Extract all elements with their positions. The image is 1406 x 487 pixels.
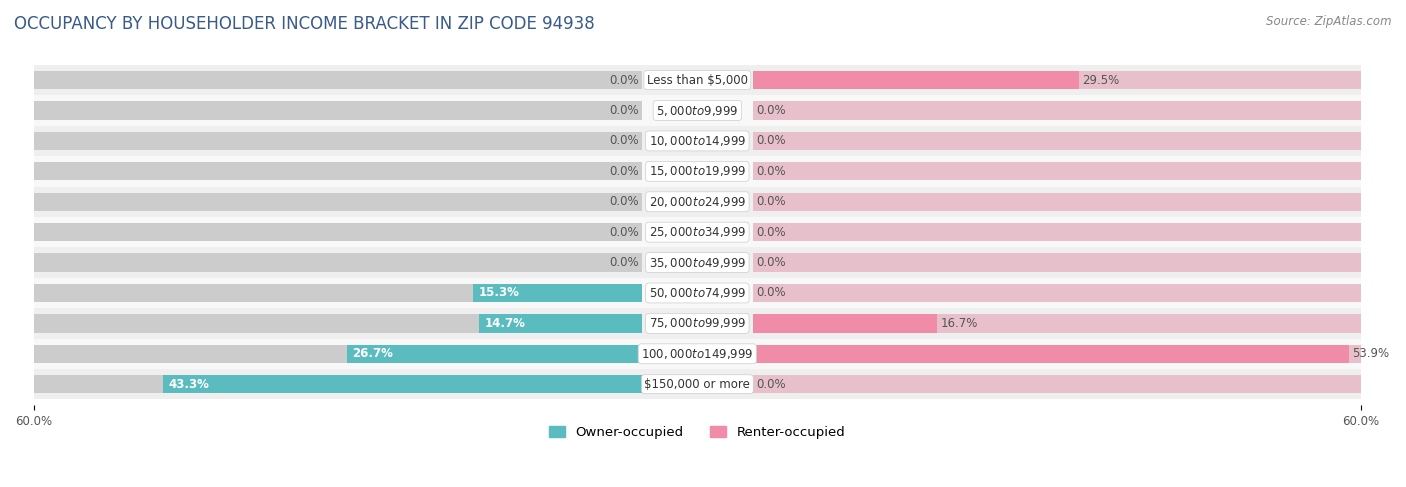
Text: $20,000 to $24,999: $20,000 to $24,999 xyxy=(648,195,747,209)
Text: 0.0%: 0.0% xyxy=(756,225,786,239)
Bar xyxy=(752,345,1361,363)
Text: 53.9%: 53.9% xyxy=(1353,347,1389,360)
Text: $150,000 or more: $150,000 or more xyxy=(644,378,751,391)
Bar xyxy=(34,223,643,241)
Bar xyxy=(34,314,643,333)
Text: 0.0%: 0.0% xyxy=(756,378,786,391)
Bar xyxy=(34,71,643,89)
Text: $35,000 to $49,999: $35,000 to $49,999 xyxy=(648,256,747,270)
Bar xyxy=(34,193,643,211)
Bar xyxy=(752,71,1078,89)
Text: $100,000 to $149,999: $100,000 to $149,999 xyxy=(641,347,754,361)
Text: 29.5%: 29.5% xyxy=(1083,74,1119,87)
Text: 0.0%: 0.0% xyxy=(609,74,638,87)
Bar xyxy=(752,375,1361,393)
Text: 0.0%: 0.0% xyxy=(756,195,786,208)
Bar xyxy=(752,345,1348,363)
Text: 0.0%: 0.0% xyxy=(756,286,786,300)
Bar xyxy=(752,223,1361,241)
Bar xyxy=(34,126,1361,156)
Bar xyxy=(34,162,643,181)
Bar xyxy=(34,247,1361,278)
Bar xyxy=(34,132,643,150)
Text: 0.0%: 0.0% xyxy=(756,134,786,148)
Bar xyxy=(752,314,938,333)
Text: 16.7%: 16.7% xyxy=(941,317,979,330)
Bar xyxy=(34,217,1361,247)
Bar xyxy=(752,132,1361,150)
Bar xyxy=(34,156,1361,187)
Bar xyxy=(752,284,1361,302)
Bar xyxy=(347,345,643,363)
Text: 0.0%: 0.0% xyxy=(756,104,786,117)
Bar xyxy=(163,375,643,393)
Text: OCCUPANCY BY HOUSEHOLDER INCOME BRACKET IN ZIP CODE 94938: OCCUPANCY BY HOUSEHOLDER INCOME BRACKET … xyxy=(14,15,595,33)
Bar xyxy=(479,314,643,333)
Bar xyxy=(752,71,1361,89)
Bar xyxy=(752,101,1361,120)
Bar xyxy=(34,369,1361,399)
Bar xyxy=(752,193,1361,211)
Text: 0.0%: 0.0% xyxy=(756,256,786,269)
Text: 0.0%: 0.0% xyxy=(609,104,638,117)
Text: 0.0%: 0.0% xyxy=(609,165,638,178)
Text: 14.7%: 14.7% xyxy=(485,317,526,330)
Text: 0.0%: 0.0% xyxy=(756,165,786,178)
Text: 0.0%: 0.0% xyxy=(609,195,638,208)
Text: $10,000 to $14,999: $10,000 to $14,999 xyxy=(648,134,747,148)
Text: 15.3%: 15.3% xyxy=(478,286,519,300)
Text: $75,000 to $99,999: $75,000 to $99,999 xyxy=(648,317,747,330)
Bar xyxy=(752,253,1361,272)
Text: Source: ZipAtlas.com: Source: ZipAtlas.com xyxy=(1267,15,1392,28)
Bar xyxy=(34,338,1361,369)
Text: 43.3%: 43.3% xyxy=(169,378,209,391)
Bar xyxy=(34,308,1361,338)
Bar xyxy=(34,101,643,120)
Text: Less than $5,000: Less than $5,000 xyxy=(647,74,748,87)
Text: $50,000 to $74,999: $50,000 to $74,999 xyxy=(648,286,747,300)
Bar xyxy=(34,65,1361,95)
Bar xyxy=(34,253,643,272)
Text: $25,000 to $34,999: $25,000 to $34,999 xyxy=(648,225,747,239)
Text: 0.0%: 0.0% xyxy=(609,225,638,239)
Bar xyxy=(752,162,1361,181)
Bar xyxy=(34,284,643,302)
Bar xyxy=(34,95,1361,126)
Text: 26.7%: 26.7% xyxy=(352,347,394,360)
Text: $15,000 to $19,999: $15,000 to $19,999 xyxy=(648,164,747,178)
Text: $5,000 to $9,999: $5,000 to $9,999 xyxy=(657,104,738,117)
Bar xyxy=(34,278,1361,308)
Text: 0.0%: 0.0% xyxy=(609,134,638,148)
Bar xyxy=(752,314,1361,333)
Bar xyxy=(472,284,643,302)
Bar xyxy=(34,187,1361,217)
Text: 0.0%: 0.0% xyxy=(609,256,638,269)
Bar xyxy=(34,345,643,363)
Bar xyxy=(34,375,643,393)
Legend: Owner-occupied, Renter-occupied: Owner-occupied, Renter-occupied xyxy=(544,420,851,444)
